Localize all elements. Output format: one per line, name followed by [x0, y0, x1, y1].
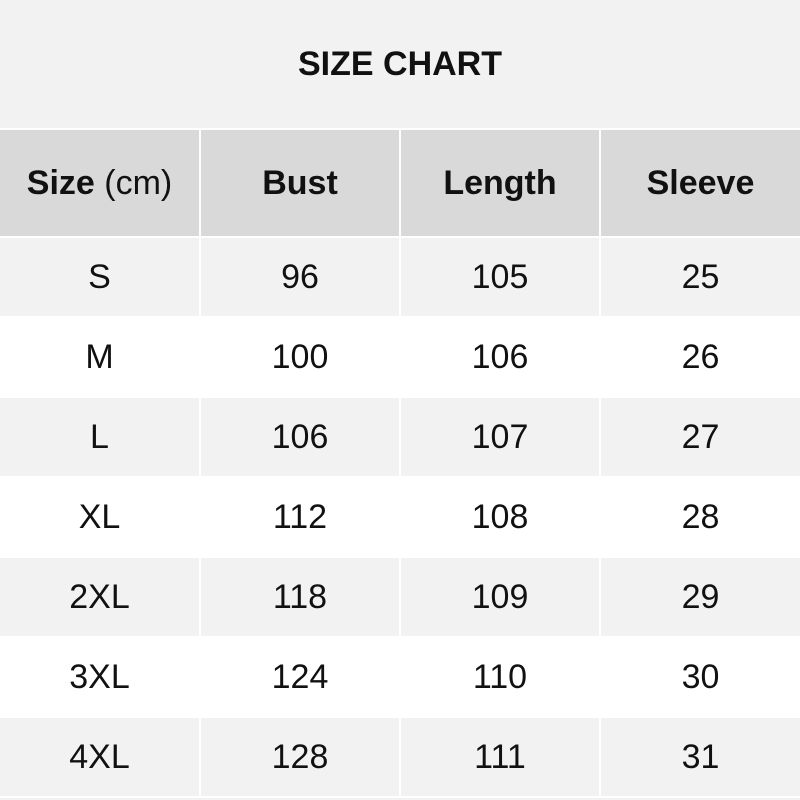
cell-bust: 96 [199, 236, 401, 318]
cell-sleeve: 25 [599, 236, 800, 318]
table-row: M 100 106 26 [0, 316, 800, 398]
cell-length: 110 [399, 636, 601, 718]
cell-bust: 124 [199, 636, 401, 718]
cell-sleeve: 27 [599, 396, 800, 478]
cell-bust: 100 [199, 316, 401, 398]
cell-size: 2XL [0, 556, 201, 638]
cell-length: 109 [399, 556, 601, 638]
page-title: SIZE CHART [0, 0, 800, 128]
header-size-label: Size [26, 163, 95, 202]
cell-sleeve: 31 [599, 716, 800, 798]
table-row: XL 112 108 28 [0, 476, 800, 558]
cell-length: 105 [399, 236, 601, 318]
cell-size: S [0, 236, 201, 318]
cell-length: 107 [399, 396, 601, 478]
cell-sleeve: 30 [599, 636, 800, 718]
table-row: 3XL 124 110 30 [0, 636, 800, 718]
table-row: L 106 107 27 [0, 396, 800, 478]
header-length: Length [399, 128, 601, 238]
cell-bust: 118 [199, 556, 401, 638]
header-row: Size (cm) Bust Length Sleeve [0, 128, 800, 238]
cell-length: 108 [399, 476, 601, 558]
cell-size: L [0, 396, 201, 478]
header-size-unit: (cm) [94, 163, 173, 202]
table-row: 4XL 128 111 31 [0, 716, 800, 798]
header-bust: Bust [199, 128, 401, 238]
cell-bust: 112 [199, 476, 401, 558]
cell-size: 3XL [0, 636, 201, 718]
cell-sleeve: 28 [599, 476, 800, 558]
cell-sleeve: 26 [599, 316, 800, 398]
table-row: S 96 105 25 [0, 236, 800, 318]
cell-bust: 106 [199, 396, 401, 478]
cell-size: M [0, 316, 201, 398]
cell-sleeve: 29 [599, 556, 800, 638]
cell-size: XL [0, 476, 201, 558]
header-sleeve: Sleeve [599, 128, 800, 238]
header-size: Size (cm) [0, 128, 201, 238]
cell-size: 4XL [0, 716, 201, 798]
size-table: Size (cm) Bust Length Sleeve S 96 105 25 M 10… [0, 128, 800, 798]
cell-bust: 128 [199, 716, 401, 798]
cell-length: 111 [399, 716, 601, 798]
cell-length: 106 [399, 316, 601, 398]
table-row: 2XL 118 109 29 [0, 556, 800, 638]
